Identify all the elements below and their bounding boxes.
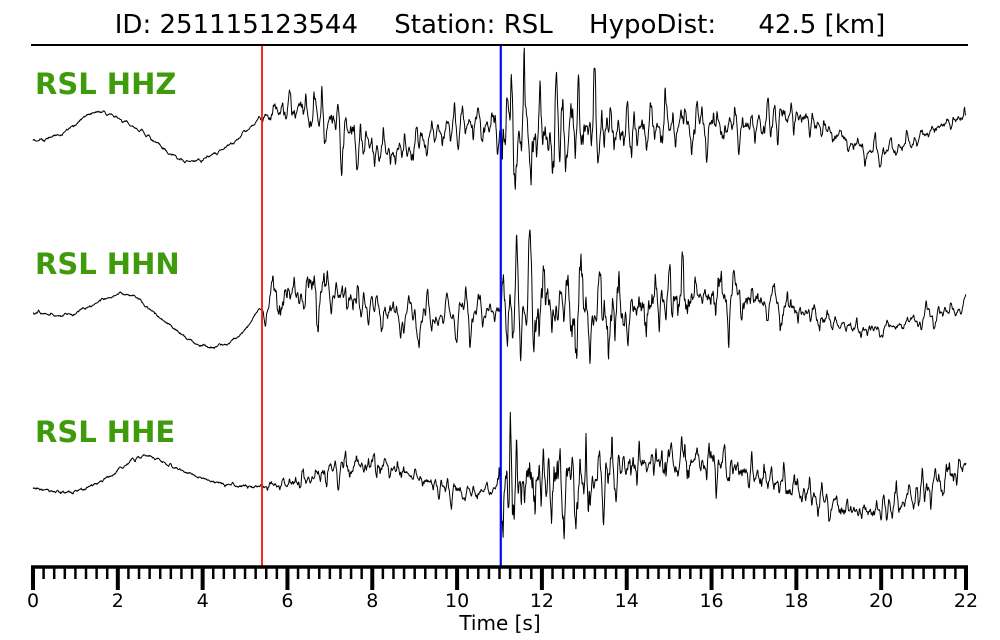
hypodist-value: 42.5 [km] [758, 10, 886, 40]
trace-label-hhz: RSL HHZ [35, 67, 177, 101]
figure-title: ID: 251115123544 Station: RSL HypoDist: … [33, 10, 967, 40]
x-tick-label: 10 [445, 590, 469, 612]
x-axis-title: Time [s] [459, 611, 541, 635]
x-tick-label: 6 [281, 590, 293, 612]
station-label: Station: RSL [394, 10, 553, 40]
trace-label-hhe: RSL HHE [35, 415, 176, 449]
x-tick-label: 20 [869, 590, 893, 612]
x-tick-label: 8 [366, 590, 378, 612]
event-id-label: ID: 251115123544 [114, 10, 358, 40]
x-tick-label: 22 [954, 590, 978, 612]
x-tick-label: 14 [615, 590, 639, 612]
waveform-rsl-hhn [32, 229, 967, 364]
trace-label-hhn: RSL HHN [35, 247, 180, 281]
waveform-rsl-hhe [32, 411, 967, 540]
x-tick-label: 18 [784, 590, 808, 612]
x-tick-label: 12 [530, 590, 554, 612]
x-tick-label: 0 [27, 590, 39, 612]
x-tick-label: 16 [699, 590, 723, 612]
x-tick-label: 4 [197, 590, 209, 612]
x-tick-label: 2 [112, 590, 124, 612]
waveform-rsl-hhz [32, 47, 967, 190]
hypodist-label: HypoDist: [589, 10, 717, 40]
